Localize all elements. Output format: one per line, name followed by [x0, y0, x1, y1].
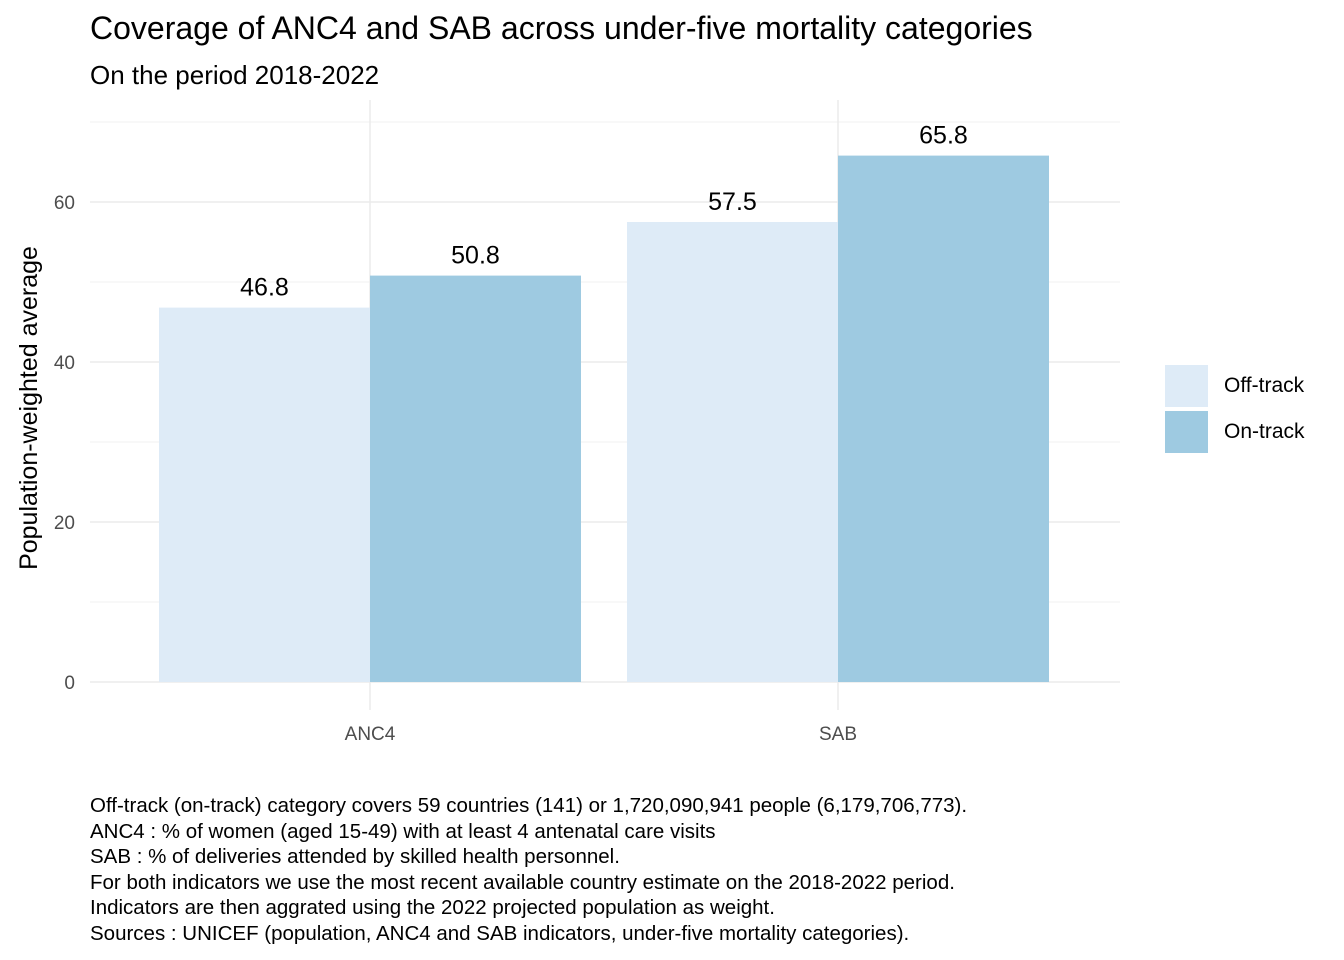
y-tick-label: 20 — [54, 513, 75, 534]
legend-label-on-track: On-track — [1224, 420, 1305, 443]
legend: Off-track On-track — [1165, 363, 1305, 455]
data-label: 57.5 — [708, 188, 757, 216]
y-tick-label: 60 — [54, 193, 75, 214]
chart-title: Coverage of ANC4 and SAB across under-fi… — [90, 10, 1033, 46]
y-tick-label: 0 — [64, 673, 75, 694]
legend-item-on-track: On-track — [1165, 409, 1305, 455]
chart-caption: Off-track (on-track) category covers 59 … — [90, 793, 967, 946]
caption-line: Sources : UNICEF (population, ANC4 and S… — [90, 921, 910, 945]
caption-line: Indicators are then aggrated using the 2… — [90, 896, 775, 919]
y-axis-title: Population-weighted average — [15, 246, 43, 570]
legend-item-off-track: Off-track — [1165, 363, 1305, 409]
caption-line: SAB : % of deliveries attended by skille… — [90, 845, 620, 868]
caption-line: For both indicators we use the most rece… — [90, 870, 955, 894]
data-label: 46.8 — [240, 274, 289, 302]
bar-on-track-sab — [838, 155, 1049, 683]
axes: 0 20 40 60 ANC4 SAB — [54, 193, 857, 745]
caption-line: Off-track (on-track) category covers 59 … — [90, 794, 968, 817]
legend-label-off-track: Off-track — [1224, 374, 1305, 397]
data-labels: 46.8 57.5 50.8 65.8 — [240, 122, 968, 302]
bar-off-track-anc4 — [159, 307, 370, 682]
data-label: 50.8 — [451, 242, 500, 270]
bar-on-track-anc4 — [370, 275, 581, 682]
x-tick-label: ANC4 — [345, 724, 396, 745]
legend-swatch-off-track — [1165, 365, 1208, 407]
bar-off-track-sab — [627, 222, 838, 682]
y-tick-label: 40 — [54, 353, 75, 374]
legend-swatch-on-track — [1165, 411, 1208, 453]
caption-line: ANC4 : % of women (aged 15-49) with at l… — [90, 819, 716, 843]
bars — [159, 155, 1049, 683]
chart-subtitle: On the period 2018-2022 — [90, 60, 380, 90]
x-tick-label: SAB — [819, 724, 857, 745]
data-label: 65.8 — [919, 122, 968, 150]
